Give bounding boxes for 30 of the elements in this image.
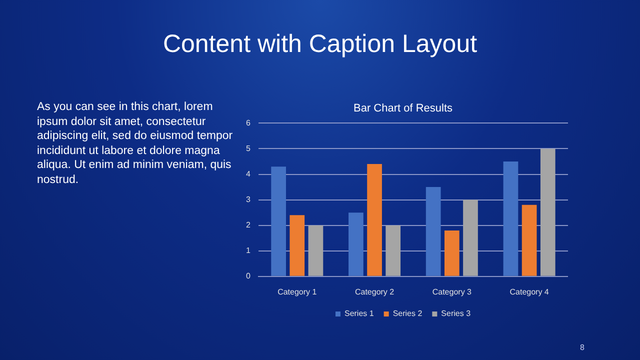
y-tick-label: 4 xyxy=(246,169,251,178)
x-tick-label: Category 2 xyxy=(354,287,395,296)
y-tick-label: 6 xyxy=(246,118,251,128)
legend-label: Series 3 xyxy=(441,309,472,318)
bar xyxy=(444,230,460,276)
legend-label: Series 2 xyxy=(392,309,423,318)
bar xyxy=(522,204,537,276)
legend-label: Series 1 xyxy=(344,309,374,318)
bar xyxy=(426,187,441,276)
x-tick-label: Category 3 xyxy=(432,287,472,296)
y-tick-label: 1 xyxy=(246,246,251,256)
text: Content with Caption Layout xyxy=(162,30,478,59)
y-tick-label: 0 xyxy=(246,272,251,281)
y-tick-label: 3 xyxy=(246,195,251,204)
x-tick-label: Category 4 xyxy=(510,287,550,296)
bar xyxy=(348,212,364,276)
y-tick-label: 2 xyxy=(246,220,251,230)
bar xyxy=(386,225,401,276)
bar xyxy=(463,200,478,276)
y-tick-label: 5 xyxy=(246,144,251,153)
text: As you can see in this chart, lorem ipsum dolor sit amet, consectetur adipiscing elit, sed do eiusmod tempor incididunt ut labore et dolore magna aliqua. Ut enim ad minim veniam, quis nostrud. xyxy=(37,100,234,187)
chart-title: Bar Chart of Results xyxy=(353,102,454,115)
text: 8 xyxy=(580,343,584,352)
bar xyxy=(308,225,324,276)
bar xyxy=(367,164,382,276)
bar xyxy=(271,166,286,276)
bar xyxy=(540,148,556,276)
bar xyxy=(290,215,305,276)
bar xyxy=(503,162,518,276)
x-tick-label: Category 1 xyxy=(278,287,318,296)
